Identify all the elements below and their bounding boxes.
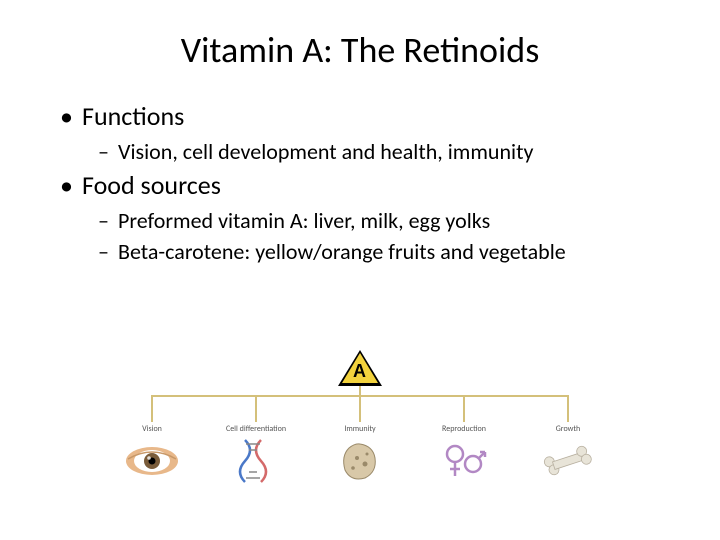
cell-icon <box>330 438 390 484</box>
eye-icon <box>122 438 182 484</box>
bullet-preformed: Preformed vitamin A: liver, milk, egg yo… <box>98 207 680 234</box>
category-label: Cell differentiation <box>226 424 286 434</box>
category-vision: Vision <box>105 424 199 484</box>
category-label: Growth <box>556 424 581 434</box>
category-cell-diff: Cell differentiation <box>209 424 303 484</box>
gender-icon <box>434 438 494 484</box>
bullet-functions: Functions <box>60 100 680 132</box>
category-reproduction: Reproduction <box>417 424 511 484</box>
bullet-food-sources: Food sources <box>60 169 680 201</box>
category-label: Vision <box>142 424 162 434</box>
category-label: Immunity <box>344 424 375 434</box>
bullet-functions-detail: Vision, cell development and health, imm… <box>98 138 680 165</box>
badge-letter: A <box>353 361 366 382</box>
bullet-betacarotene: Beta-carotene: yellow/orange fruits and … <box>98 238 680 265</box>
bone-icon <box>538 438 598 484</box>
category-immunity: Immunity <box>313 424 407 484</box>
slide-title: Vitamin A: The Retinoids <box>40 28 680 72</box>
vitamin-a-diagram: A Vision Cell differentiation <box>105 350 615 520</box>
category-label: Reproduction <box>442 424 486 434</box>
dna-icon <box>226 438 286 484</box>
category-growth: Growth <box>521 424 615 484</box>
